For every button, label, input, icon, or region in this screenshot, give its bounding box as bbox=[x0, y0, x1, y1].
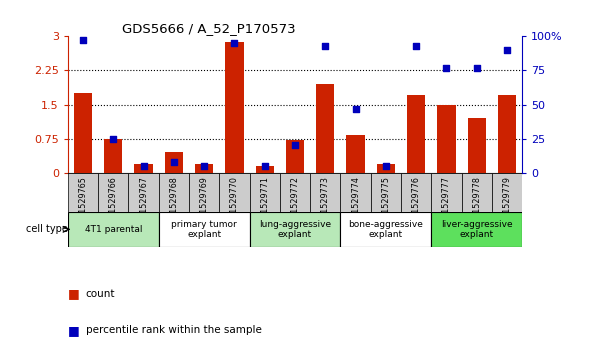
Text: GSM1529778: GSM1529778 bbox=[472, 176, 481, 230]
Text: GSM1529769: GSM1529769 bbox=[199, 176, 209, 230]
Bar bbox=[431, 173, 461, 212]
Bar bbox=[461, 173, 492, 212]
Text: primary tumor
explant: primary tumor explant bbox=[171, 220, 237, 239]
Text: GSM1529766: GSM1529766 bbox=[109, 176, 118, 230]
Bar bbox=[340, 173, 371, 212]
Point bbox=[381, 163, 391, 169]
Text: GSM1529771: GSM1529771 bbox=[260, 176, 269, 230]
Bar bbox=[250, 212, 340, 247]
Point bbox=[139, 163, 148, 169]
Bar bbox=[498, 94, 516, 173]
Bar bbox=[129, 173, 159, 212]
Bar bbox=[468, 118, 486, 173]
Text: GSM1529775: GSM1529775 bbox=[381, 176, 391, 230]
Point bbox=[260, 163, 270, 169]
Text: GSM1529777: GSM1529777 bbox=[442, 176, 451, 230]
Bar bbox=[371, 173, 401, 212]
Point bbox=[442, 65, 451, 70]
Text: GSM1529768: GSM1529768 bbox=[169, 176, 178, 230]
Text: GSM1529773: GSM1529773 bbox=[321, 176, 330, 230]
Text: GSM1529765: GSM1529765 bbox=[78, 176, 87, 230]
Point bbox=[502, 47, 512, 53]
Bar bbox=[225, 42, 244, 173]
Bar bbox=[74, 93, 92, 173]
Text: GSM1529776: GSM1529776 bbox=[412, 176, 421, 230]
Bar bbox=[159, 212, 250, 247]
Bar bbox=[310, 173, 340, 212]
Bar bbox=[219, 173, 250, 212]
Bar bbox=[286, 140, 304, 173]
Bar bbox=[280, 173, 310, 212]
Bar bbox=[431, 212, 522, 247]
Text: 4T1 parental: 4T1 parental bbox=[84, 225, 142, 234]
Bar bbox=[165, 152, 183, 173]
Text: lung-aggressive
explant: lung-aggressive explant bbox=[259, 220, 331, 239]
Bar bbox=[377, 164, 395, 173]
Bar bbox=[407, 94, 425, 173]
Bar bbox=[255, 166, 274, 173]
Point bbox=[411, 43, 421, 49]
Point bbox=[351, 106, 360, 111]
Text: ■: ■ bbox=[68, 324, 80, 337]
Point bbox=[290, 143, 300, 148]
Bar bbox=[316, 84, 335, 173]
Bar bbox=[195, 164, 213, 173]
Text: GSM1529774: GSM1529774 bbox=[351, 176, 360, 230]
Bar bbox=[346, 135, 365, 173]
Bar bbox=[159, 173, 189, 212]
Bar bbox=[189, 173, 219, 212]
Bar bbox=[135, 164, 153, 173]
Bar bbox=[340, 212, 431, 247]
Text: bone-aggressive
explant: bone-aggressive explant bbox=[349, 220, 423, 239]
Text: GSM1529772: GSM1529772 bbox=[290, 176, 300, 230]
Bar bbox=[492, 173, 522, 212]
Bar bbox=[437, 105, 455, 173]
Bar bbox=[98, 173, 129, 212]
Text: GDS5666 / A_52_P170573: GDS5666 / A_52_P170573 bbox=[122, 22, 296, 35]
Bar bbox=[104, 139, 122, 173]
Point bbox=[78, 37, 88, 43]
Point bbox=[199, 163, 209, 169]
Point bbox=[109, 136, 118, 142]
Text: GSM1529770: GSM1529770 bbox=[230, 176, 239, 230]
Bar bbox=[68, 173, 98, 212]
Point bbox=[472, 65, 481, 70]
Bar bbox=[401, 173, 431, 212]
Point bbox=[230, 40, 239, 46]
Text: liver-aggressive
explant: liver-aggressive explant bbox=[441, 220, 513, 239]
Text: cell type: cell type bbox=[26, 224, 68, 234]
Text: ■: ■ bbox=[68, 287, 80, 301]
Bar bbox=[250, 173, 280, 212]
Bar bbox=[68, 212, 159, 247]
Point bbox=[320, 43, 330, 49]
Text: percentile rank within the sample: percentile rank within the sample bbox=[86, 325, 261, 335]
Text: count: count bbox=[86, 289, 115, 299]
Point bbox=[169, 159, 179, 165]
Text: GSM1529779: GSM1529779 bbox=[503, 176, 512, 230]
Text: GSM1529767: GSM1529767 bbox=[139, 176, 148, 230]
